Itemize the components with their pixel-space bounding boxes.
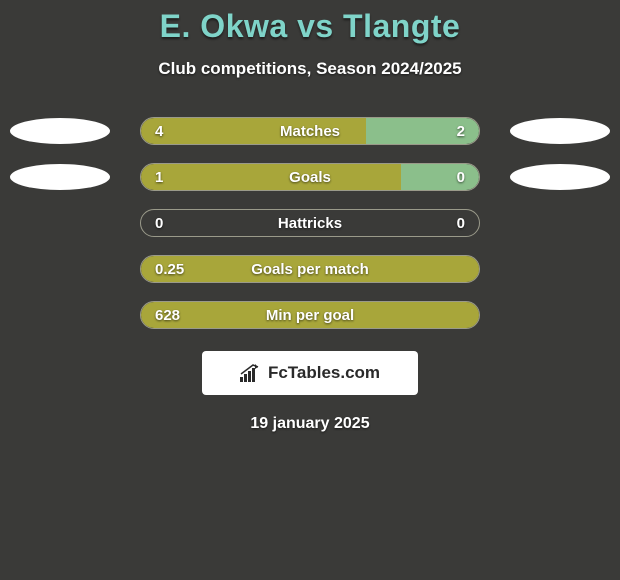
stat-bar: 628Min per goal: [140, 301, 480, 329]
stat-row: 42Matches: [0, 117, 620, 145]
subtitle: Club competitions, Season 2024/2025: [0, 59, 620, 79]
bar-segment-right: [401, 164, 479, 190]
stat-row: 628Min per goal: [0, 301, 620, 329]
stat-label: Hattricks: [141, 210, 479, 236]
bar-segment-left: [141, 118, 366, 144]
page-title: E. Okwa vs Tlangte: [0, 8, 620, 45]
player2-avatar: [510, 164, 610, 190]
stat-value-right: 0: [457, 210, 465, 236]
stat-bar: 0.25Goals per match: [140, 255, 480, 283]
stat-value-left: 0: [155, 210, 163, 236]
stat-row: 10Goals: [0, 163, 620, 191]
bar-segment-left: [141, 302, 479, 328]
stat-row: 0 0Hattricks: [0, 209, 620, 237]
player1-avatar: [10, 118, 110, 144]
stat-bar: 10Goals: [140, 163, 480, 191]
stat-row: 0.25Goals per match: [0, 255, 620, 283]
date-label: 19 january 2025: [0, 415, 620, 433]
fctables-icon: [240, 364, 262, 382]
player1-avatar: [10, 164, 110, 190]
comparison-card: E. Okwa vs Tlangte Club competitions, Se…: [0, 0, 620, 433]
logo-box[interactable]: FcTables.com: [202, 351, 418, 395]
bar-segment-left: [141, 256, 479, 282]
stat-bar: 42Matches: [140, 117, 480, 145]
stat-bar: 0 0Hattricks: [140, 209, 480, 237]
bar-segment-left: [141, 164, 401, 190]
logo-text: FcTables.com: [268, 363, 380, 383]
player2-avatar: [510, 118, 610, 144]
bar-segment-right: [366, 118, 479, 144]
stat-rows: 42Matches 10Goals 0 0Hattricks 0.25Goals per…: [0, 117, 620, 329]
